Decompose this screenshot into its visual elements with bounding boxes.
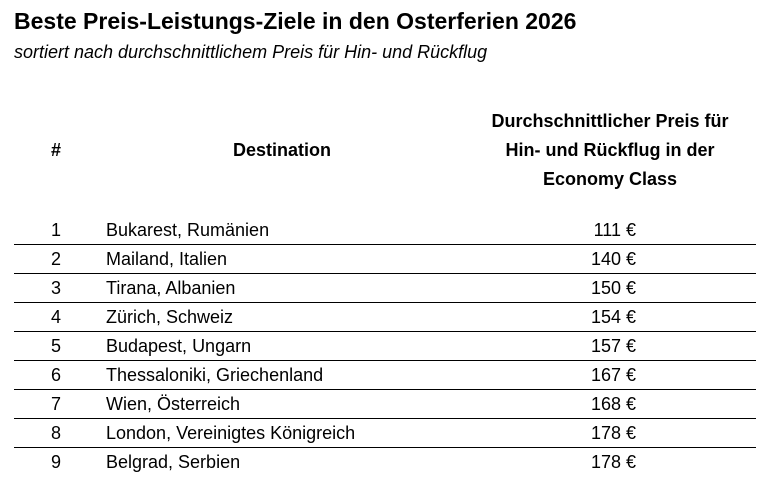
- rank-cell: 3: [50, 278, 61, 298]
- destination-cell: Thessaloniki, Griechenland: [106, 365, 324, 385]
- destination-cell: Mailand, Italien: [106, 249, 228, 269]
- price-cell: 154 €: [590, 307, 636, 327]
- rank-cell: 8: [50, 423, 61, 443]
- table-row: 1 Bukarest, Rumänien 111 €: [14, 216, 756, 245]
- rank-cell: 6: [50, 365, 61, 385]
- table-row: 3 Tirana, Albanien 150 €: [14, 274, 756, 303]
- table-row: 5 Budapest, Ungarn 157 €: [14, 332, 756, 361]
- price-cell: 150 €: [590, 278, 636, 298]
- column-header-price: Durchschnittlicher Preis für Hin- und Rü…: [491, 111, 729, 189]
- price-cell: 178 €: [590, 423, 636, 443]
- table-row: 6 Thessaloniki, Griechenland 167 €: [14, 361, 756, 390]
- price-cell: 168 €: [590, 394, 636, 414]
- destination-cell: London, Vereinigtes Königreich: [106, 423, 356, 443]
- price-cell: 178 €: [590, 452, 636, 472]
- destination-cell: Budapest, Ungarn: [106, 336, 252, 356]
- destination-cell: Tirana, Albanien: [106, 278, 236, 298]
- table-row: 7 Wien, Österreich 168 €: [14, 390, 756, 419]
- destination-cell: Belgrad, Serbien: [106, 452, 241, 472]
- price-cell: 167 €: [590, 365, 636, 385]
- rank-cell: 1: [50, 220, 61, 240]
- chart-subtitle: sortiert nach durchschnittlichem Preis f…: [14, 42, 488, 62]
- table-row: 2 Mailand, Italien 140 €: [14, 245, 756, 274]
- table-body: 1 Bukarest, Rumänien 111 € 2 Mailand, Italie…: [14, 216, 756, 477]
- rank-cell: 2: [50, 249, 61, 269]
- chart-title: Beste Preis-Leistungs-Ziele in den Oster…: [14, 8, 577, 34]
- table-row: 9 Belgrad, Serbien 178 €: [14, 448, 756, 477]
- column-header-rank: #: [50, 140, 61, 160]
- table-row: 4 Zürich, Schweiz 154 €: [14, 303, 756, 332]
- destination-cell: Zürich, Schweiz: [106, 307, 234, 327]
- table-row: 8 London, Vereinigtes Königreich 178 €: [14, 419, 756, 448]
- rank-cell: 9: [50, 452, 61, 472]
- price-cell: 140 €: [590, 249, 636, 269]
- destination-cell: Bukarest, Rumänien: [106, 220, 270, 240]
- rank-cell: 4: [50, 307, 61, 327]
- destination-cell: Wien, Österreich: [106, 394, 241, 414]
- rank-cell: 7: [50, 394, 61, 414]
- price-cell: 111 €: [593, 220, 636, 240]
- price-cell: 157 €: [590, 336, 636, 356]
- column-header-destination: Destination: [232, 140, 331, 160]
- rank-cell: 5: [50, 336, 61, 356]
